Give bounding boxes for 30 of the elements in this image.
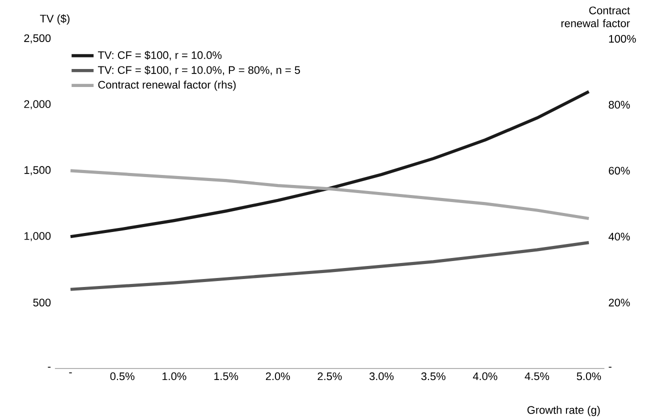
x-tick-label: 2.5% [318,372,342,380]
line-series [68,90,590,238]
y2-tick-label: 80% [608,101,630,109]
x-tick-label: 5.0% [576,372,601,380]
y-tick-label: 1,000 [24,232,51,242]
x-tick-label: 1.0% [162,372,186,380]
y2-tick-label: 20% [608,298,630,307]
x-tick-label: 4.0% [472,372,498,380]
y-tick-label: - [48,366,51,368]
x-tick-label: 0.5% [110,372,134,380]
y2-tick-label: 60% [608,166,630,175]
legend-label: Contract renewal factor (rhs) [98,80,236,91]
x-tick-label: - [69,372,72,374]
x-axis-title: Growth rate (g) [527,406,600,416]
x-tick-label: 3.5% [421,372,446,380]
y2-tick-label: 40% [608,232,630,241]
x-tick-label: 1.5% [214,372,238,380]
y-tick-label: 2,000 [24,100,51,110]
x-tick-label: 4.5% [524,372,550,380]
legend-label: TV: CF = $100, r = 10.0%, P = 80%, n = 5 [98,66,300,76]
legend-label: TV: CF = $100, r = 10.0% [98,50,222,60]
y-tick-label: 1,500 [24,166,51,176]
x-tick-label: 2.0% [266,372,290,380]
x-tick-label: 3.0% [369,372,394,380]
y-axis-title: TV ($) [40,14,70,25]
y2-tick-label: - [608,366,612,368]
y2-axis-title: Contract renewal factor [561,6,630,28]
y2-tick-label: 100% [609,35,636,43]
y-tick-label: 500 [33,298,51,307]
y-tick-label: 2,500 [24,34,51,44]
